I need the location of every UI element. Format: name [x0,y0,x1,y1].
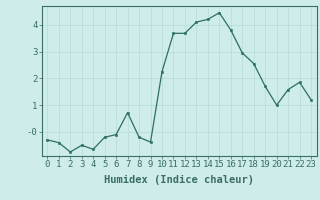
X-axis label: Humidex (Indice chaleur): Humidex (Indice chaleur) [104,175,254,185]
